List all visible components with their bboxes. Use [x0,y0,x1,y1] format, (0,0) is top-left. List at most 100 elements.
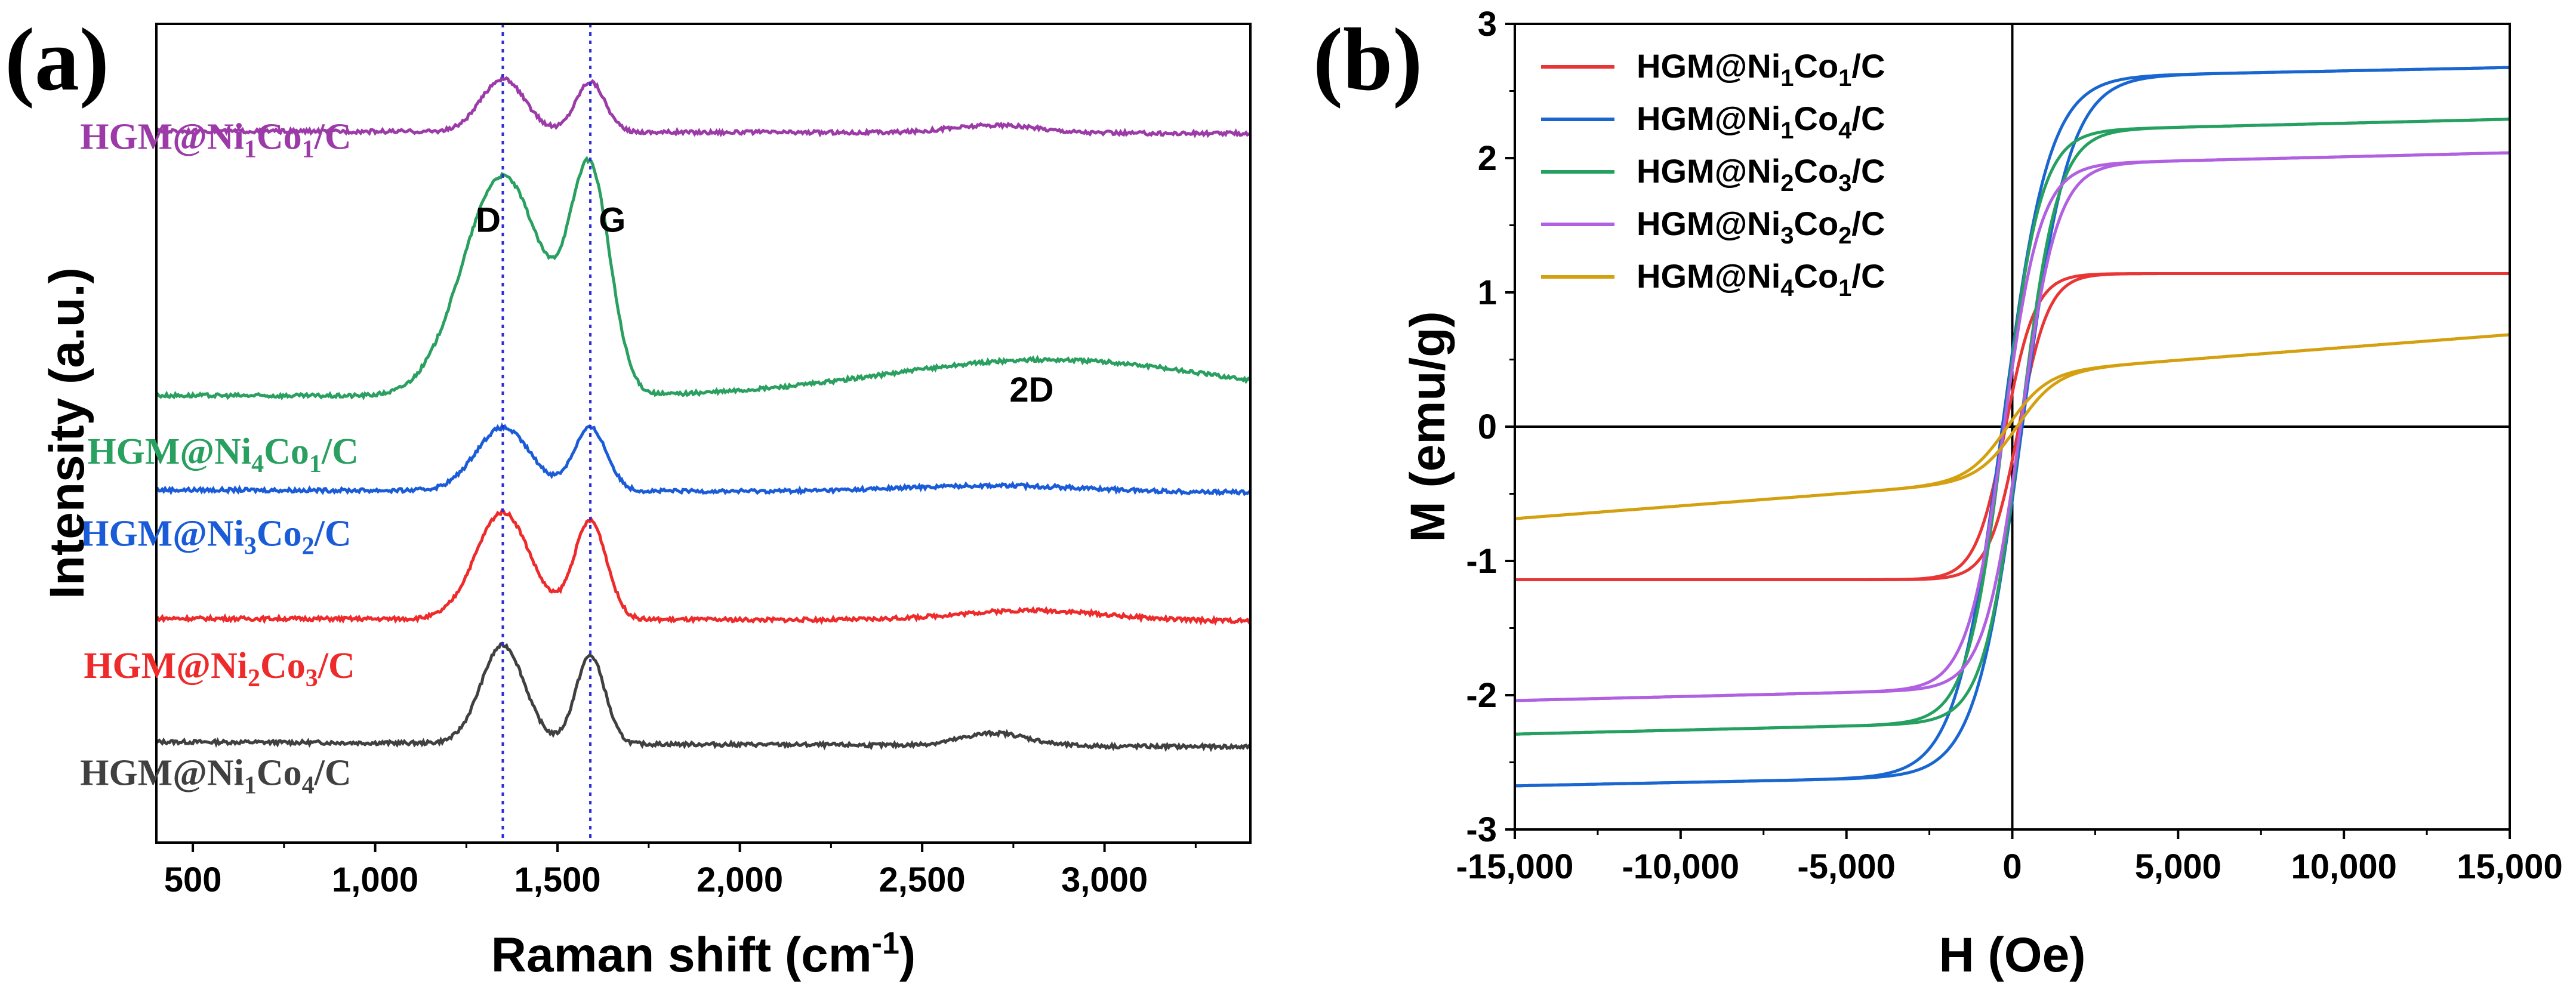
raman-series-label-part: /C [314,116,352,157]
raman-series-label-part: /C [321,431,359,472]
mh-x-tick-label: 0 [2002,847,2022,886]
raman-x-title-close: ) [899,928,916,982]
legend-label-part: HGM@Ni [1637,100,1780,137]
raman-series-label-part: /C [318,646,355,686]
raman-series-label-part: Co [264,431,309,472]
raman-series-label-part: Co [257,116,302,157]
raman-series-label-part: HGM@Ni [80,116,244,157]
raman-x-tick-label: 500 [164,860,222,899]
mh-loop-descending-branch [1514,151,2510,702]
raman-series-label-part: /C [314,513,352,554]
raman-series-label-part: 2 [302,532,315,560]
raman-series-label: HGM@Ni1Co1/C [80,116,351,163]
mh-y-tick-label: 3 [1478,5,1497,44]
mh-x-tick-label: 15,000 [2457,847,2562,886]
mh-x-tick-label: -15,000 [1456,847,1574,886]
mh-x-tick-label: 10,000 [2291,847,2396,886]
legend-label-part: HGM@Ni [1637,152,1780,190]
legend-label-part: Co [1794,205,1839,242]
mh-x-tick-label: 5,000 [2135,847,2221,886]
raman-series-line [156,508,1252,626]
raman-series-label: HGM@Ni2Co3/C [84,646,355,692]
legend-label-part: HGM@Ni [1637,205,1780,242]
raman-x-tick-label: 1,500 [514,860,601,899]
mh-y-tick-label: -1 [1466,542,1497,581]
raman-x-axis-title: Raman shift (cm-1) [491,926,916,982]
legend-label-part: Co [1794,47,1839,85]
legend-label-part: 1 [1780,118,1794,144]
mh-x-tick-label: -10,000 [1622,847,1739,886]
legend-label-part: Co [1794,100,1839,137]
mh-x-tick-label: -5,000 [1797,847,1895,886]
raman-series-label-part: HGM@Ni [87,431,251,472]
legend-label-part: 4 [1780,275,1794,301]
raman-x-ticks: 500 1,000 1,500 2,000 2,500 3,000 [164,843,1197,899]
legend-label-part: /C [1851,47,1885,85]
mh-y-ticks: -3 -2 -1 0 1 2 3 [1466,5,1515,849]
mh-y-axis-title: M (emu/g) [1401,311,1455,542]
raman-series-label: HGM@Ni3Co2/C [80,513,351,560]
raman-series-label-part: 4 [302,772,315,799]
raman-series-label-part: Co [257,513,302,554]
legend-label-part: Co [1794,152,1839,190]
panel-a-letter: (a) [5,10,109,109]
legend-label: HGM@Ni4Co1/C [1637,257,1885,301]
raman-x-title-sup: -1 [872,926,899,961]
mh-y-tick-label: 2 [1478,139,1497,178]
legend-label-part: 1 [1838,275,1851,301]
raman-peak-label: D [476,201,501,239]
raman-series-label-part: 1 [309,451,322,478]
raman-peak-annotations: D G 2D [476,201,1053,409]
raman-plot-frame [155,23,1252,844]
mh-y-tick-label: -2 [1466,676,1497,715]
raman-series-line [155,422,1252,496]
raman-series-label-part: HGM@Ni [80,513,244,554]
panel-b-letter: (b) [1313,10,1422,109]
legend-label-part: 4 [1838,118,1852,144]
raman-series-label: HGM@Ni1Co4/C [80,752,351,799]
raman-series-label-part: /C [314,752,352,793]
legend-label-part: 2 [1780,170,1794,196]
raman-peak-label: 2D [1009,371,1053,409]
legend-label-part: /C [1851,257,1885,295]
raman-series-label-part: Co [260,646,306,686]
raman-peak-label: G [599,201,625,239]
raman-series-line [155,156,1252,401]
raman-series-line [156,641,1252,752]
mh-zero-lines [1515,24,2510,829]
raman-series-label-part: 2 [248,665,260,692]
raman-y-axis-title: Intensity (a.u.) [40,267,94,599]
raman-series-group [155,73,1252,752]
mh-legend: HGM@Ni1Co1/CHGM@Ni1Co4/CHGM@Ni2Co3/CHGM@… [1541,47,1885,301]
legend-label-part: /C [1851,152,1885,190]
legend-label-part: HGM@Ni [1637,257,1780,295]
raman-series-label-part: 3 [306,665,318,692]
legend-label-part: 1 [1780,65,1794,91]
raman-x-tick-label: 2,500 [879,860,966,899]
legend-label-part: 2 [1838,223,1851,249]
mh-loop-descending-branch [1515,272,2510,581]
mh-series-group [1514,66,2510,788]
raman-panel: (a) 500 1,000 1,500 2,000 2,500 3,000 HGM@Ni1… [5,10,1252,982]
raman-x-title-main: Raman shift (cm [491,928,872,982]
raman-series-label: HGM@Ni4Co1/C [87,431,358,478]
raman-series-line [155,73,1251,138]
raman-series-label-part: 1 [244,135,257,163]
raman-reference-lines [501,24,592,843]
legend-label-part: Co [1794,257,1839,295]
raman-series-label-part: 1 [302,135,315,163]
legend-label: HGM@Ni1Co4/C [1637,100,1885,144]
raman-series-label-part: 4 [251,451,264,478]
mh-loop-descending-branch [1514,333,2510,520]
raman-series-label-part: HGM@Ni [84,646,248,686]
legend-label: HGM@Ni1Co1/C [1637,47,1885,91]
legend-label: HGM@Ni3Co2/C [1637,205,1885,249]
legend-label-part: 1 [1838,65,1851,91]
raman-series-label-part: HGM@Ni [80,752,244,793]
mh-y-tick-label: 1 [1478,273,1497,312]
legend-label-part: /C [1851,205,1885,242]
mh-x-ticks: -15,000 -10,000 -5,000 0 5,000 10,000 15,000 [1456,829,2563,886]
legend-label: HGM@Ni2Co3/C [1637,152,1885,196]
legend-label-part: 3 [1838,170,1851,196]
